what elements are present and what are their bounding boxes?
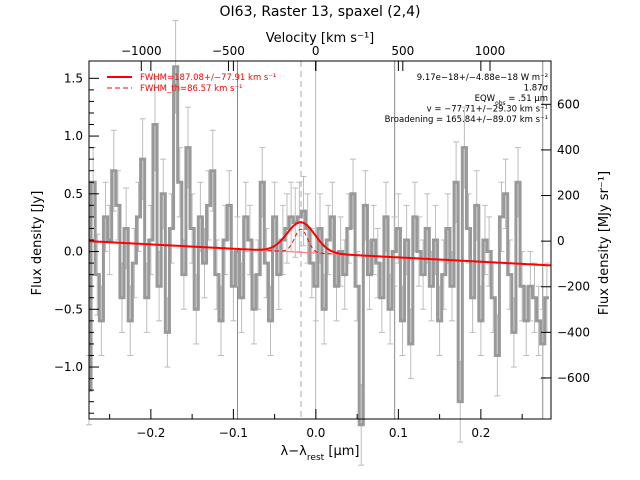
thermal-profile-fit [268, 228, 334, 255]
total-fit-curve [89, 221, 552, 267]
y2-tick-label: 400 [557, 143, 580, 157]
top-axis-label: Velocity [km s⁻¹] [266, 31, 374, 46]
x-tick-label: 0.1 [389, 426, 408, 440]
observed-spectrum [89, 65, 549, 427]
y2-tick-label: −400 [557, 325, 590, 339]
x-tick-label: 0.0 [306, 426, 325, 440]
legend-label: FWHM_th=86.57 km s⁻¹ [140, 84, 242, 94]
fit-annotation: v = −77.71+/−29.30 km s⁻¹ [427, 105, 548, 115]
chart-title: OI63, Raster 13, spaxel (2,4) [220, 4, 421, 20]
fit-annotation: 1.87σ [524, 84, 549, 94]
x2-tick-label: −500 [212, 44, 245, 58]
y2-tick-label: 200 [557, 189, 580, 203]
x-tick-label: −0.1 [219, 426, 248, 440]
y-tick-label: 0.5 [64, 187, 83, 201]
left-axis-label: Flux density [Jy] [30, 191, 45, 296]
fit-annotation: 9.17e−18+/−4.88e−18 W m⁻² [417, 73, 548, 83]
y2-tick-label: −600 [557, 371, 590, 385]
fit-annotation: Broadening = 165.84+/−89.07 km s⁻¹ [385, 115, 548, 125]
y-tick-label: −1.0 [54, 360, 83, 374]
y-tick-label: 1.0 [64, 129, 83, 143]
x2-tick-label: 1000 [475, 44, 506, 58]
right-axis-label: Flux density [MJy sr⁻¹] [597, 171, 612, 315]
chart-legend: FWHM=187.08+/−77.91 km s⁻¹FWHM_th=86.57 … [107, 73, 276, 94]
y2-tick-label: 600 [557, 97, 580, 111]
y-tick-label: −0.5 [54, 302, 83, 316]
x-tick-label: 0.2 [471, 426, 490, 440]
fit-annotation: EQWobs = .51 µm [475, 94, 548, 107]
legend-label: FWHM=187.08+/−77.91 km s⁻¹ [140, 73, 276, 83]
y-tick-label: 0.0 [64, 245, 83, 259]
y2-tick-label: −200 [557, 280, 590, 294]
y2-tick-label: 0 [557, 234, 565, 248]
plot-area: −0.2 −0.1 0.0 0.1 0.2 −1000 −500 0 500 1000 −1.0 −0… [54, 20, 590, 466]
y-tick-label: 1.5 [64, 71, 83, 85]
bottom-axis-label: λ−λrest [µm] [281, 444, 360, 463]
x2-tick-label: 500 [391, 44, 414, 58]
x2-tick-label: −1000 [121, 44, 162, 58]
x-tick-label: −0.2 [136, 426, 165, 440]
x2-tick-label: 0 [312, 44, 320, 58]
